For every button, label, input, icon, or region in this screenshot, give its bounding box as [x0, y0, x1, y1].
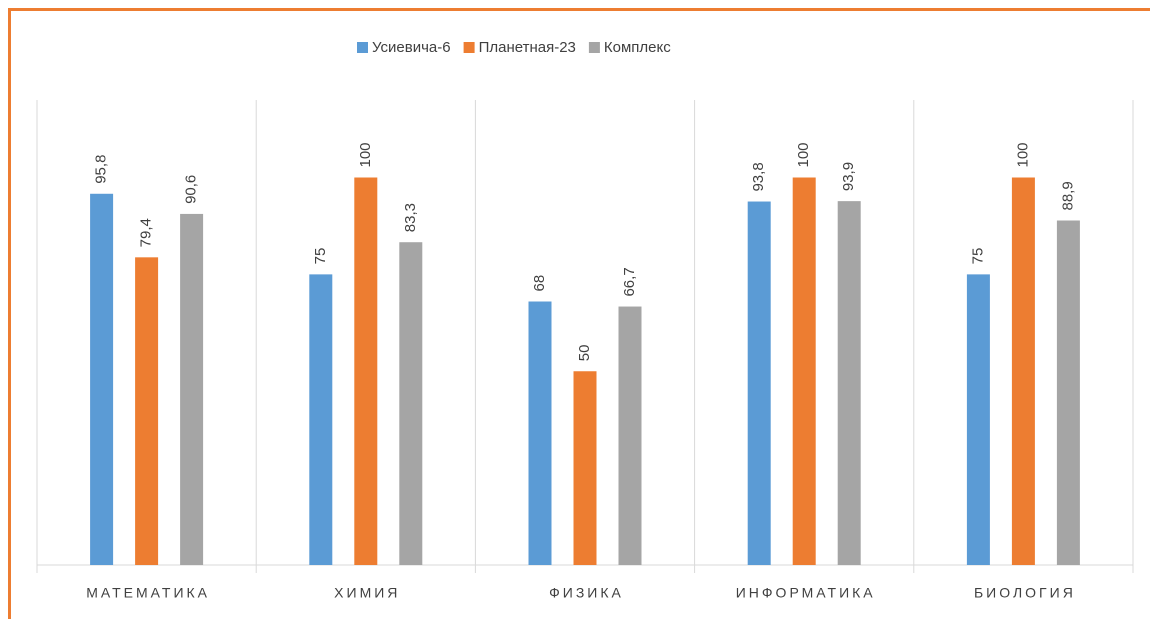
data-label: 68: [531, 275, 548, 292]
bar: [180, 213, 204, 566]
data-label: 90,6: [183, 175, 200, 204]
bar: [354, 177, 378, 565]
bar: [792, 177, 816, 565]
bar: [747, 201, 771, 565]
bar: [528, 301, 552, 565]
data-label: 83,3: [402, 203, 419, 232]
bar: [618, 306, 642, 565]
bar: [573, 371, 597, 565]
data-label: 79,4: [138, 218, 155, 247]
data-label: 93,9: [840, 162, 857, 191]
data-label: 66,7: [621, 267, 638, 296]
legend-swatch: [357, 42, 368, 53]
x-tick-label: БИОЛОГИЯ: [974, 585, 1076, 601]
data-label: 75: [312, 248, 329, 265]
data-label: 100: [1014, 142, 1031, 167]
data-label: 50: [576, 345, 593, 362]
bar: [1056, 220, 1080, 565]
legend-label: Планетная-23: [479, 39, 576, 56]
bar: [309, 274, 333, 565]
x-tick-label: ФИЗИКА: [549, 585, 624, 601]
legend-swatch: [463, 42, 475, 53]
x-tick-label: ХИМИЯ: [334, 585, 400, 601]
bar: [1011, 177, 1035, 565]
legend-label: Усиевича-6: [372, 39, 451, 56]
legend-swatch: [588, 42, 600, 53]
data-label: 100: [795, 142, 812, 167]
data-label: 100: [357, 142, 374, 167]
x-tick-label: ИНФОРМАТИКА: [736, 585, 876, 601]
data-label: 88,9: [1059, 181, 1076, 210]
legend-label: Комплекс: [604, 39, 671, 56]
data-label: 75: [969, 248, 986, 265]
data-label: 95,8: [93, 155, 110, 184]
bar: [966, 274, 990, 565]
bar: [90, 193, 114, 565]
bar: [837, 201, 861, 565]
bar: [135, 257, 159, 565]
bar: [399, 242, 423, 565]
x-tick-label: МАТЕМАТИКА: [86, 585, 210, 601]
data-label: 93,8: [750, 162, 767, 191]
